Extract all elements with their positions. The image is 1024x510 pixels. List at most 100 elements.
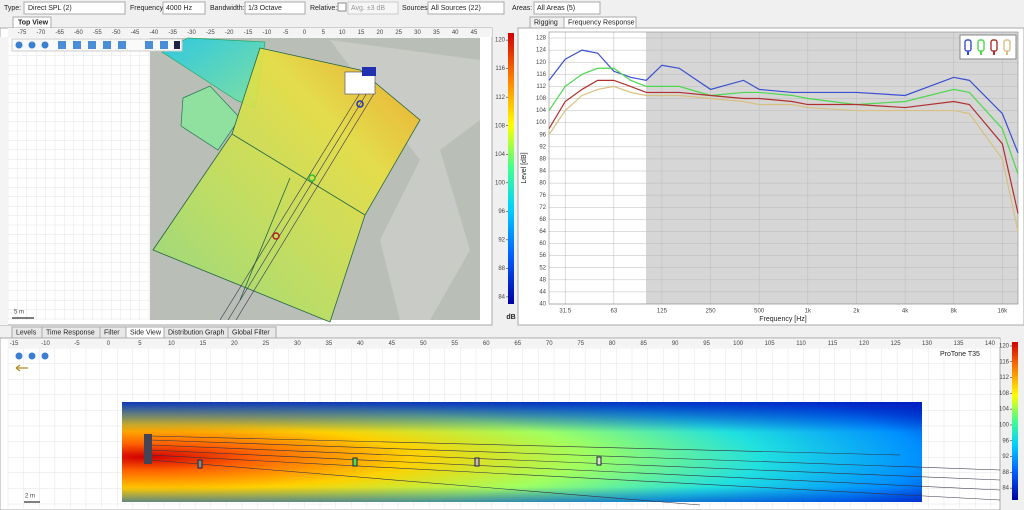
tab-label[interactable]: Rigging [534,19,558,26]
y-tick-label: 80 [539,181,546,187]
ruler-label: -10 [262,30,271,36]
zoom-button[interactable] [41,41,49,49]
y-tick-label: 40 [539,302,546,308]
y-tick-label: 108 [536,96,547,102]
ruler-label: -75 [18,30,27,36]
dropdown-value[interactable]: All Areas (5) [537,5,575,12]
dropdown[interactable] [533,1,601,15]
y-tick-label: 56 [539,253,546,259]
zoom-button[interactable] [28,352,36,360]
dropdown[interactable] [347,1,399,15]
ruler-label: 10 [168,341,175,347]
colorbar-label: 104 [999,407,1010,413]
y-tick-label: 48 [539,277,546,283]
ruler-label: 15 [200,341,207,347]
tool-button[interactable] [145,41,153,49]
y-tick-label: 60 [539,241,546,247]
y-tick-label: 92 [539,144,546,150]
dropdown[interactable] [427,1,505,15]
x-axis-label: Frequency [Hz] [759,316,807,323]
rays [219,84,376,321]
probe-icon [474,457,480,467]
label: Frequency: [130,5,165,12]
tab-label[interactable]: Global Filter [232,329,270,336]
x-tick-label: 2k [853,309,860,315]
tool-button[interactable] [73,41,81,49]
ruler-label: 5 [322,30,326,36]
ruler-label: 5 [138,341,142,347]
ruler-label: -15 [244,30,253,36]
ruler-label: 120 [859,341,870,347]
tab-label[interactable]: Distribution Graph [168,329,225,336]
probe-icon [308,174,316,182]
source-name: ProTone T35 [940,351,980,358]
ruler-label: 140 [985,341,996,347]
tool-button[interactable] [118,41,126,49]
tool-button[interactable] [160,41,168,49]
dropdown-value[interactable]: Avg. ±3 dB [351,5,385,12]
colorbar-label: 112 [999,375,1009,381]
side-heatmap-fade [122,402,922,502]
dropdown-value[interactable]: 4000 Hz [166,5,193,12]
colorbar-label: 104 [495,152,506,158]
ruler-label: -25 [206,30,215,36]
tab-label[interactable]: Frequency Response [568,19,635,26]
colorbar-label: 92 [498,237,505,243]
y-tick-label: 128 [536,36,547,42]
tab-label[interactable]: Levels [16,329,37,336]
dropdown[interactable] [23,1,126,15]
series-line [548,79,1019,214]
zoom-button[interactable] [41,352,49,360]
checkbox[interactable] [337,2,347,12]
ruler-label: 135 [954,341,965,347]
ruler-label: 125 [891,341,902,347]
y-tick-label: 104 [536,108,547,114]
y-tick-label: 124 [536,48,547,54]
tab-label[interactable]: Top View [18,19,49,26]
dropdown-value[interactable]: All Sources (22) [431,5,481,12]
ruler-label: 45 [388,341,395,347]
colorbar-label: 116 [495,66,505,72]
y-tick-label: 76 [539,193,546,199]
tool-button[interactable] [88,41,96,49]
ruler-label: -45 [131,30,140,36]
label: Type: [4,5,21,12]
ruler-label: 100 [733,341,744,347]
dropdown[interactable] [162,1,206,15]
arrow-button[interactable] [15,364,28,372]
colorbar-label: 84 [498,294,505,300]
ruler-label: -30 [187,30,196,36]
tool-button[interactable] [174,41,180,49]
ruler-label: 40 [452,30,459,36]
dropdown-value[interactable]: Direct SPL (2) [28,5,72,12]
tab-label[interactable]: Filter [104,329,120,336]
ruler-label: 70 [546,341,553,347]
zoom-button[interactable] [15,352,23,360]
scale-label: 5 m [14,310,24,316]
ruler-label: 25 [263,341,270,347]
colorbar-label: 112 [495,95,505,101]
y-tick-label: 112 [536,84,546,90]
colorbar-unit: dB [506,314,515,321]
dropdown[interactable] [244,1,306,15]
tab-label[interactable]: Time Response [46,329,95,336]
zoom-button[interactable] [28,41,36,49]
dropdown-value[interactable]: 1/3 Octave [248,5,282,12]
zoom-button[interactable] [15,41,23,49]
ruler-label: 105 [765,341,776,347]
probe-icon [352,457,358,467]
colorbar-label: 100 [495,180,506,186]
tab-label[interactable]: Side View [130,329,162,336]
tool-button[interactable] [103,41,111,49]
tool-button[interactable] [58,41,66,49]
probe-icon [356,100,364,108]
ruler-label: 20 [376,30,383,36]
bottom-tabs: Levels Time Response Filter Side View Distri… [11,326,277,339]
colorbar-label: 120 [999,344,1010,350]
legend-icon [1003,39,1011,52]
ruler-label: 0 [107,341,111,347]
ruler-label: 95 [703,341,710,347]
y-axis-label: Level [dB] [521,152,528,183]
top-ruler [8,28,492,37]
